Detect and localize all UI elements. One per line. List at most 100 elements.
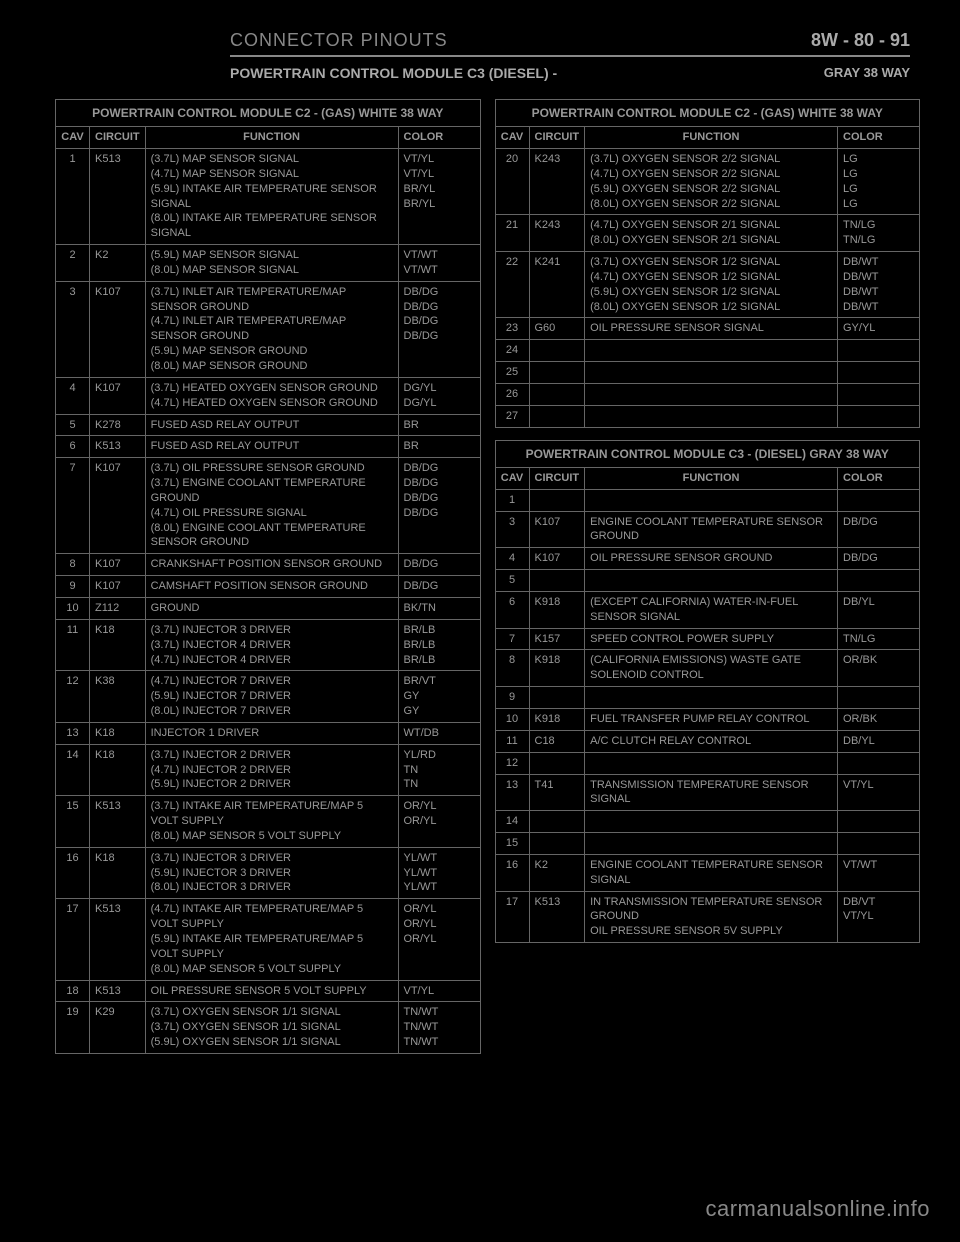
table-cell: DB/DG [838, 548, 920, 570]
th-color: COLOR [838, 467, 920, 489]
table-cell: DB/DG DB/DG DB/DG DB/DG [398, 458, 480, 554]
table-cell: DB/YL [838, 730, 920, 752]
table-cell [529, 489, 585, 511]
watermark: carmanualsonline.info [705, 1196, 930, 1222]
table-cell: (3.7L) HEATED OXYGEN SENSOR GROUND (4.7L… [145, 377, 398, 414]
table-cell: 10 [495, 709, 529, 731]
table-cell [585, 384, 838, 406]
table-cell: DB/DG [398, 576, 480, 598]
table-cell: OR/YL OR/YL [398, 796, 480, 848]
table-row: 18K513OIL PRESSURE SENSOR 5 VOLT SUPPLYV… [56, 980, 481, 1002]
table-cell: K918 [529, 591, 585, 628]
table-cell: BR [398, 436, 480, 458]
th-color: COLOR [398, 127, 480, 149]
table-cell: 25 [495, 362, 529, 384]
table-cell [585, 489, 838, 511]
table-cell: 17 [495, 891, 529, 943]
table-cell: OIL PRESSURE SENSOR 5 VOLT SUPPLY [145, 980, 398, 1002]
table-cell [585, 405, 838, 427]
table-cell: VT/YL VT/YL BR/YL BR/YL [398, 149, 480, 245]
table-row: 6K918(EXCEPT CALIFORNIA) WATER-IN-FUEL S… [495, 591, 920, 628]
table-cell [529, 340, 585, 362]
table-cell: (3.7L) INJECTOR 3 DRIVER (3.7L) INJECTOR… [145, 619, 398, 671]
table-cell: DB/WT DB/WT DB/WT DB/WT [838, 252, 920, 318]
table-cell: INJECTOR 1 DRIVER [145, 722, 398, 744]
table-cell [838, 570, 920, 592]
table-cell: VT/YL [838, 774, 920, 811]
table-cell: OR/BK [838, 709, 920, 731]
table-cell: 11 [56, 619, 90, 671]
table-a-head-row: CAV CIRCUIT FUNCTION COLOR [56, 127, 481, 149]
table-cell: K107 [90, 458, 146, 554]
table-cell: 19 [56, 1002, 90, 1054]
table-cell: K513 [90, 899, 146, 980]
table-row: 20K243(3.7L) OXYGEN SENSOR 2/2 SIGNAL (4… [495, 149, 920, 215]
table-cell: K513 [90, 796, 146, 848]
table-cell: SPEED CONTROL POWER SUPPLY [585, 628, 838, 650]
table-row: 14K18(3.7L) INJECTOR 2 DRIVER (4.7L) INJ… [56, 744, 481, 796]
table-cell: OR/BK [838, 650, 920, 687]
table-row: 12K38(4.7L) INJECTOR 7 DRIVER (5.9L) INJ… [56, 671, 481, 723]
table-cell: Z112 [90, 597, 146, 619]
table-cell: DB/DG [398, 554, 480, 576]
th-function: FUNCTION [145, 127, 398, 149]
table-cell: (CALIFORNIA EMISSIONS) WASTE GATE SOLENO… [585, 650, 838, 687]
table-cell: K107 [529, 511, 585, 548]
table-cell: (3.7L) INTAKE AIR TEMPERATURE/MAP 5 VOLT… [145, 796, 398, 848]
table-cell: LG LG LG LG [838, 149, 920, 215]
table-c-head-row: CAV CIRCUIT FUNCTION COLOR [495, 467, 920, 489]
table-cell: TN/WT TN/WT TN/WT [398, 1002, 480, 1054]
table-cell: VT/WT VT/WT [398, 245, 480, 282]
table-row: 27 [495, 405, 920, 427]
table-row: 8K107CRANKSHAFT POSITION SENSOR GROUNDDB… [56, 554, 481, 576]
table-cell: A/C CLUTCH RELAY CONTROL [585, 730, 838, 752]
table-cell: 13 [56, 722, 90, 744]
table-cell: (3.7L) OXYGEN SENSOR 1/1 SIGNAL (3.7L) O… [145, 1002, 398, 1054]
table-cell [585, 687, 838, 709]
table-cell [585, 833, 838, 855]
table-row: 3K107ENGINE COOLANT TEMPERATURE SENSOR G… [495, 511, 920, 548]
th-function: FUNCTION [585, 467, 838, 489]
table-cell [585, 811, 838, 833]
table-cell: VT/WT [838, 854, 920, 891]
table-cell: GROUND [145, 597, 398, 619]
header-page-number: 8W - 80 - 91 [811, 30, 910, 51]
table-cell: DB/DG [838, 511, 920, 548]
th-circuit: CIRCUIT [529, 467, 585, 489]
table-row: 9K107CAMSHAFT POSITION SENSOR GROUNDDB/D… [56, 576, 481, 598]
table-row: 14 [495, 811, 920, 833]
table-cell: K243 [529, 149, 585, 215]
table-cell: OIL PRESSURE SENSOR SIGNAL [585, 318, 838, 340]
table-cell [529, 405, 585, 427]
table-b: POWERTRAIN CONTROL MODULE C2 - (GAS) WHI… [495, 99, 921, 428]
table-row: 10K918FUEL TRANSFER PUMP RELAY CONTROLOR… [495, 709, 920, 731]
th-circuit: CIRCUIT [90, 127, 146, 149]
table-cell: 3 [56, 281, 90, 377]
table-row: 8K918(CALIFORNIA EMISSIONS) WASTE GATE S… [495, 650, 920, 687]
table-cell: 27 [495, 405, 529, 427]
table-row: 9 [495, 687, 920, 709]
table-row: 4K107OIL PRESSURE SENSOR GROUNDDB/DG [495, 548, 920, 570]
th-color: COLOR [838, 127, 920, 149]
table-cell: 14 [495, 811, 529, 833]
table-cell: 26 [495, 384, 529, 406]
table-cell: (3.7L) OIL PRESSURE SENSOR GROUND (3.7L)… [145, 458, 398, 554]
table-cell: K18 [90, 722, 146, 744]
table-cell: WT/DB [398, 722, 480, 744]
table-cell: TRANSMISSION TEMPERATURE SENSOR SIGNAL [585, 774, 838, 811]
table-row: 7K157SPEED CONTROL POWER SUPPLYTN/LG [495, 628, 920, 650]
table-cell [838, 405, 920, 427]
table-row: 5 [495, 570, 920, 592]
table-cell: K107 [529, 548, 585, 570]
table-row: 13T41TRANSMISSION TEMPERATURE SENSOR SIG… [495, 774, 920, 811]
table-cell: DB/VT VT/YL [838, 891, 920, 943]
table-cell: BR [398, 414, 480, 436]
table-cell [529, 362, 585, 384]
table-cell: 7 [56, 458, 90, 554]
table-cell: ENGINE COOLANT TEMPERATURE SENSOR GROUND [585, 511, 838, 548]
table-cell: 17 [56, 899, 90, 980]
table-cell: 5 [495, 570, 529, 592]
table-c-title: POWERTRAIN CONTROL MODULE C3 - (DIESEL) … [495, 440, 920, 467]
table-cell: K38 [90, 671, 146, 723]
table-cell: BR/VT GY GY [398, 671, 480, 723]
